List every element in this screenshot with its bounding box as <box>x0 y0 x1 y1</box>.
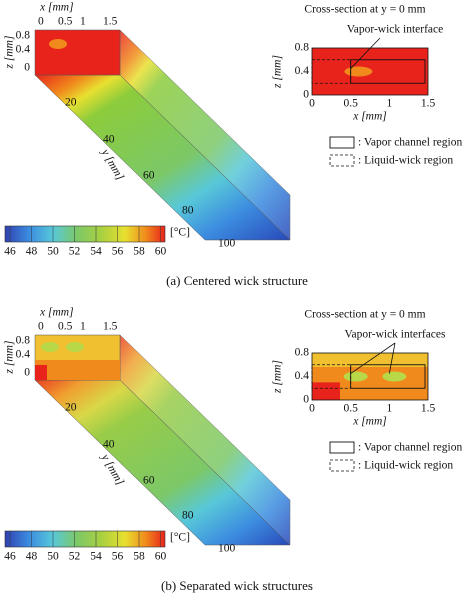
end-face-corner <box>35 365 47 380</box>
hot-spot <box>66 342 84 352</box>
colorbar-tick-label: 48 <box>26 551 38 563</box>
cs-z-tick-label: 0.8 <box>295 42 310 54</box>
cs-x-tick-label: 0.5 <box>343 98 358 110</box>
x-tick-label: 0.5 <box>58 321 73 333</box>
legend-label: : Vapor channel region <box>358 442 462 454</box>
cs-hot-spot <box>344 66 373 77</box>
colorbar-tick-label: 60 <box>155 246 167 258</box>
z-axis-label: z [mm] <box>4 341 16 375</box>
z-tick-label: 0.4 <box>16 44 31 56</box>
cs-x-label: x [mm] <box>352 416 387 428</box>
colorbar-tick-label: 56 <box>112 246 124 258</box>
y-tick-label: 20 <box>65 402 77 414</box>
y-tick-label: 20 <box>65 97 77 109</box>
y-tick-label: 100 <box>218 543 236 555</box>
annotation: Vapor-wick interfaces <box>345 329 447 341</box>
legend-solid <box>329 441 355 454</box>
z-tick-label: 0.4 <box>16 349 31 361</box>
y-tick-label: 100 <box>218 238 236 250</box>
cs-x-tick-label: 1.5 <box>421 98 436 110</box>
y-tick-label: 40 <box>103 134 115 146</box>
x-tick-label: 1 <box>80 321 86 333</box>
liquid-wick <box>311 364 352 389</box>
colorbar-unit: [°C] <box>170 532 190 544</box>
hot-spot <box>49 39 67 49</box>
cs-hot-spot <box>343 371 368 382</box>
y-tick-label: 80 <box>182 510 194 522</box>
legend-solid <box>329 136 355 149</box>
z-tick-label: 0.8 <box>16 30 31 42</box>
liquid-wick <box>311 59 352 84</box>
colorbar <box>4 530 166 548</box>
legend-label: : Vapor channel region <box>358 137 462 149</box>
x-axis-label: x [mm] <box>39 307 74 319</box>
cs-x-tick-label: 1.5 <box>421 403 436 415</box>
colorbar-unit: [°C] <box>170 227 190 239</box>
annotation-arrow <box>388 342 396 374</box>
cs-z-label: z [mm] <box>272 360 284 394</box>
cs-z-tick-label: 0 <box>303 394 309 406</box>
cs-x-label: x [mm] <box>352 111 387 123</box>
z-tick-label: 0.8 <box>16 335 31 347</box>
colorbar-tick-label: 58 <box>133 551 145 563</box>
y-tick-label: 40 <box>103 439 115 451</box>
z-tick-label: 0 <box>24 367 30 379</box>
x-tick-label: 1.5 <box>103 16 118 28</box>
colorbar <box>4 225 166 243</box>
colorbar-tick-label: 58 <box>133 246 145 258</box>
colorbar-tick-label: 54 <box>90 246 102 258</box>
colorbar-tick-label: 46 <box>4 246 16 258</box>
end-face-lower <box>35 360 120 380</box>
colorbar-tick-label: 50 <box>47 551 59 563</box>
x-tick-label: 0 <box>38 16 44 28</box>
annotation: Vapor-wick interface <box>347 24 444 36</box>
cs-x-tick-label: 1 <box>386 98 392 110</box>
legend-label: : Liquid-wick region <box>358 460 453 472</box>
caption: (a) Centered wick structure <box>166 273 308 288</box>
cs-x-tick-label: 0 <box>309 403 315 415</box>
z-axis-label: z [mm] <box>4 36 16 70</box>
x-tick-label: 1 <box>80 16 86 28</box>
x-tick-label: 1.5 <box>103 321 118 333</box>
cs-z-tick-label: 0 <box>303 89 309 101</box>
hot-spot <box>41 342 59 352</box>
y-tick-label: 80 <box>182 205 194 217</box>
cs-corner <box>312 382 340 400</box>
cs-z-label: z [mm] <box>272 55 284 89</box>
cs-x-tick-label: 0.5 <box>343 403 358 415</box>
x-tick-label: 0 <box>38 321 44 333</box>
annotation-arrow <box>350 37 381 69</box>
legend-dashed <box>329 154 355 167</box>
colorbar-tick-label: 52 <box>69 246 81 258</box>
colorbar-tick-label: 60 <box>155 551 167 563</box>
cs-z-tick-label: 0.4 <box>295 370 310 382</box>
cs-x-tick-label: 1 <box>386 403 392 415</box>
colorbar-tick-label: 52 <box>69 551 81 563</box>
cs-hot-spot <box>382 371 407 382</box>
caption: (b) Separated wick structures <box>161 578 313 593</box>
colorbar-tick-label: 48 <box>26 246 38 258</box>
colorbar-tick-label: 46 <box>4 551 16 563</box>
colorbar-tick-label: 54 <box>90 551 102 563</box>
legend-label: : Liquid-wick region <box>358 155 453 167</box>
cross-section-title: Cross-section at y = 0 mm <box>304 4 425 16</box>
colorbar-tick-label: 56 <box>112 551 124 563</box>
z-tick-label: 0 <box>24 62 30 74</box>
cs-z-tick-label: 0.8 <box>295 347 310 359</box>
y-tick-label: 60 <box>143 170 155 182</box>
y-tick-label: 60 <box>143 475 155 487</box>
annotation-arrow <box>350 342 396 374</box>
x-axis-label: x [mm] <box>39 2 74 14</box>
cs-z-tick-label: 0.4 <box>295 65 310 77</box>
cross-section-title: Cross-section at y = 0 mm <box>304 309 425 321</box>
legend-dashed <box>329 459 355 472</box>
cs-x-tick-label: 0 <box>309 98 315 110</box>
x-tick-label: 0.5 <box>58 16 73 28</box>
colorbar-tick-label: 50 <box>47 246 59 258</box>
slab-end-face <box>34 29 121 76</box>
